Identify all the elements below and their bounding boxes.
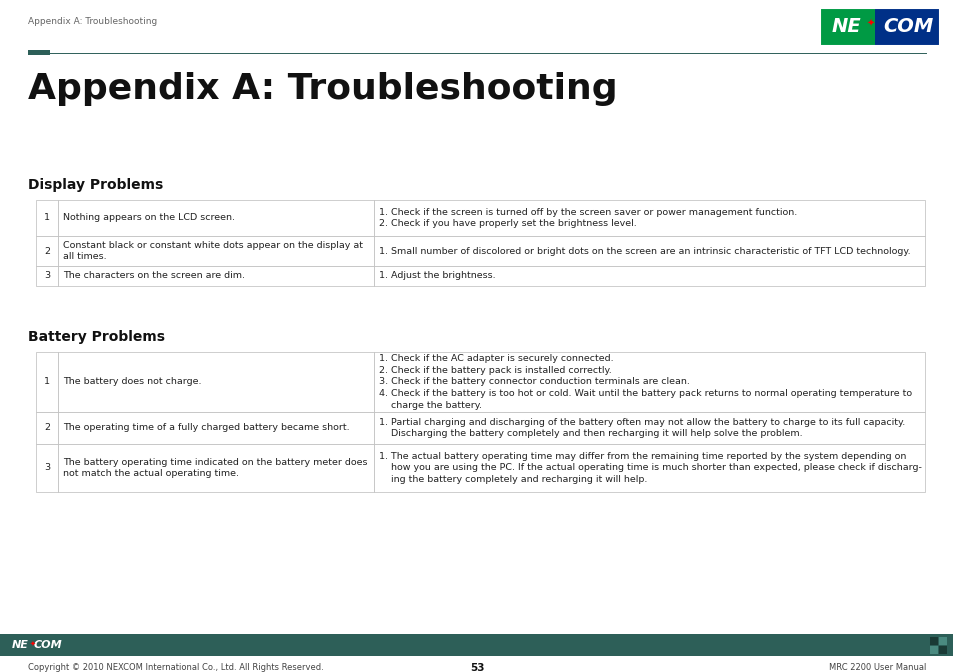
Bar	[58, 444, 374, 492]
Text: Battery Problems: Battery Problems	[28, 330, 165, 344]
Bar	[929, 637, 937, 645]
Text: 53: 53	[469, 663, 484, 672]
Text: Appendix A: Troubleshooting: Appendix A: Troubleshooting	[28, 72, 617, 106]
Text: 1. Check if the AC adapter is securely connected.
2. Check if the battery pack i: 1. Check if the AC adapter is securely c…	[378, 354, 911, 410]
Text: Nothing appears on the LCD screen.: Nothing appears on the LCD screen.	[64, 214, 235, 222]
Bar	[36, 444, 58, 492]
Text: 2: 2	[45, 247, 51, 255]
Bar	[374, 444, 924, 492]
Text: Display Problems: Display Problems	[28, 178, 163, 192]
Text: MRC 2200 User Manual: MRC 2200 User Manual	[828, 663, 925, 672]
Text: 2: 2	[45, 423, 51, 433]
Bar	[36, 200, 58, 236]
Bar	[36, 236, 58, 266]
Text: The battery does not charge.: The battery does not charge.	[64, 378, 202, 386]
Bar	[374, 266, 924, 286]
Text: 1. Small number of discolored or bright dots on the screen are an intrinsic char: 1. Small number of discolored or bright …	[378, 247, 910, 255]
Bar	[0, 634, 953, 656]
Text: 1. Check if the screen is turned off by the screen saver or power management fun: 1. Check if the screen is turned off by …	[378, 208, 797, 228]
Text: Copyright © 2010 NEXCOM International Co., Ltd. All Rights Reserved.: Copyright © 2010 NEXCOM International Co…	[28, 663, 323, 672]
Bar	[874, 8, 939, 46]
Bar	[374, 412, 924, 444]
Bar	[58, 352, 374, 412]
Bar	[374, 200, 924, 236]
Text: COM: COM	[882, 17, 933, 36]
Text: The operating time of a fully charged battery became short.: The operating time of a fully charged ba…	[64, 423, 350, 433]
Text: 1. Partial charging and discharging of the battery often may not allow the batte: 1. Partial charging and discharging of t…	[378, 417, 904, 438]
Text: 3: 3	[44, 464, 51, 472]
Text: COM: COM	[34, 640, 63, 650]
Text: Appendix A: Troubleshooting: Appendix A: Troubleshooting	[28, 17, 157, 26]
Bar	[929, 646, 937, 654]
Bar	[820, 8, 874, 46]
Text: Constant black or constant white dots appear on the display at
all times.: Constant black or constant white dots ap…	[64, 241, 363, 261]
Text: 1. Adjust the brightness.: 1. Adjust the brightness.	[378, 271, 496, 280]
Text: 3: 3	[44, 271, 51, 280]
Bar	[58, 200, 374, 236]
Bar	[36, 352, 58, 412]
Bar	[58, 236, 374, 266]
Text: NE: NE	[831, 17, 861, 36]
Text: 1: 1	[45, 378, 51, 386]
Bar	[374, 352, 924, 412]
Text: NE: NE	[12, 640, 29, 650]
Bar	[36, 266, 58, 286]
Text: ✦: ✦	[30, 641, 36, 647]
Bar	[58, 412, 374, 444]
Bar	[820, 8, 939, 46]
Bar	[938, 637, 946, 645]
Text: The battery operating time indicated on the battery meter does
not match the act: The battery operating time indicated on …	[64, 458, 368, 478]
Bar	[36, 412, 58, 444]
Bar	[938, 646, 946, 654]
Bar	[374, 236, 924, 266]
Text: 1: 1	[45, 214, 51, 222]
Text: 1. The actual battery operating time may differ from the remaining time reported: 1. The actual battery operating time may…	[378, 452, 921, 485]
Bar	[58, 266, 374, 286]
Bar	[28, 50, 50, 55]
Text: The characters on the screen are dim.: The characters on the screen are dim.	[64, 271, 245, 280]
Text: ✦: ✦	[866, 19, 874, 29]
